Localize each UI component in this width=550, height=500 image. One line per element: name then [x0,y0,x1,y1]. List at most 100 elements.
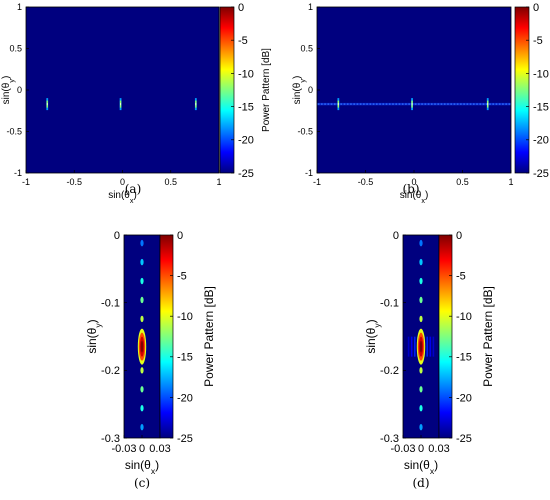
colorbar-tick-label: -10 [456,311,472,323]
x-tick-label: 1 [216,177,221,187]
sidelobe-dot [508,103,511,105]
sidelobe-dot [489,103,491,105]
sidelobe-dot [363,103,365,105]
colorbar-tick-label: 0 [533,2,539,14]
colorbar-tick-label: 0 [456,230,462,242]
x-tick-label: 0 [139,443,145,455]
sidelobe-band [317,102,511,106]
y-tick-label: -0.3 [380,433,399,445]
sidelobe-dot [414,103,417,105]
panel-caption: (d) [412,476,429,490]
x-tick-label: -1 [313,177,321,187]
sidelobe-dot [350,103,352,105]
side-lobe-8 [140,405,144,412]
sidelobe-dot [447,103,449,105]
sidelobe-dot [317,103,320,105]
y-tick-label: -1 [14,168,22,178]
y-axis-label: sin(θy) [364,319,382,353]
sidelobe-dot [359,103,362,105]
sidelobe-dot [343,103,346,105]
sidelobe-dot [418,103,420,105]
x-tick-label: 0.5 [164,177,177,187]
sidelobe-dot [505,103,507,105]
colorbar-tick-label: -20 [177,392,193,404]
colorbar [159,234,174,439]
sidelobe-dot [421,103,423,105]
x-tick-label: 1 [508,177,513,187]
side-lobe-4 [419,296,423,304]
sidelobe-dot [424,103,427,105]
fringe [426,336,428,357]
x-tick-label: -0.5 [358,177,374,187]
sidelobe-dot [356,103,359,105]
colorbar-tick-label: 0 [177,230,183,242]
sidelobe-dot [405,103,407,105]
side-lobe-6 [140,367,144,374]
side-lobe-1 [419,239,423,247]
x-tick-label: 0.03 [149,443,170,455]
side-lobe-9 [419,423,423,431]
colorbar-tick-label: -15 [238,101,254,113]
sidelobe-dot [434,103,436,105]
sidelobe-dot [395,103,398,105]
y-tick-label: 0.5 [9,44,22,54]
sidelobe-dot [346,103,349,105]
y-tick-label: -0.1 [101,298,120,310]
sidelobe-dot [485,103,488,105]
beam-2 [411,98,413,111]
sidelobe-dot [398,103,401,105]
side-lobe-6 [419,367,423,374]
colorbar-tick-label: -5 [456,270,466,282]
sidelobe-dot [340,103,343,105]
colorbar-tick-label: -15 [533,101,549,113]
colorbar [514,6,530,174]
beam-3 [194,98,197,111]
side-lobe-7 [419,386,423,393]
sidelobe-dot [473,103,475,105]
y-axis-label: sin(θy) [292,76,307,105]
side-lobe-4 [140,296,144,304]
x-tick-label: -0.03 [111,443,136,455]
panel-d: -0.03 0 0.030-0.1-0.2-0.3sin(θx)sin(θy)0-5… [364,230,495,490]
x-axis-label: sin(θx) [404,458,438,476]
fringe [414,336,416,357]
y-tick-label: 0 [308,85,313,95]
sidelobe-dot [408,103,410,105]
sidelobe-dot [466,103,469,105]
beam-1 [337,98,340,111]
sidelobe-dot [456,103,459,105]
side-lobe-2 [419,258,423,266]
sidelobe-dot [366,103,368,105]
sidelobe-dot [492,103,495,105]
sidelobe-dot [327,103,330,105]
sidelobe-dot [392,103,394,105]
x-axis-label: sin(θx) [125,458,159,476]
x-tick-label: -1 [22,177,30,187]
sidelobe-dot [427,103,430,105]
side-lobe-5 [140,315,144,323]
main-lobe [416,328,426,365]
panel-b: -1 -0.5 0 0.5 110.50-0.5-1sin(θx)sin(θy)0-5-… [292,2,549,205]
y-tick-label: -0.5 [6,127,22,137]
y-axis-label: sin(θy) [85,319,103,353]
y-tick-label: 1 [308,2,313,12]
fringe [410,336,413,357]
y-tick-label: -1 [305,168,313,178]
sidelobe-dot [440,103,443,105]
colorbar-label: Power Pattern [dB] [261,48,272,132]
side-lobe-3 [140,277,144,285]
sidelobe-dot [382,103,385,105]
x-tick-label: 0.03 [428,443,449,455]
sidelobe-dot [333,103,336,105]
colorbar-label: Power Pattern [dB] [481,286,495,387]
beam-3 [486,98,489,111]
sidelobe-dot [463,103,465,105]
fringe [429,336,432,357]
sidelobe-dot [401,103,404,105]
colorbar-tick-label: -5 [238,35,248,47]
sidelobe-dot [388,103,391,105]
sidelobe-dot [469,103,472,105]
side-lobe-5 [419,315,423,323]
beam-2 [119,98,122,111]
sidelobe-dot [502,103,504,105]
